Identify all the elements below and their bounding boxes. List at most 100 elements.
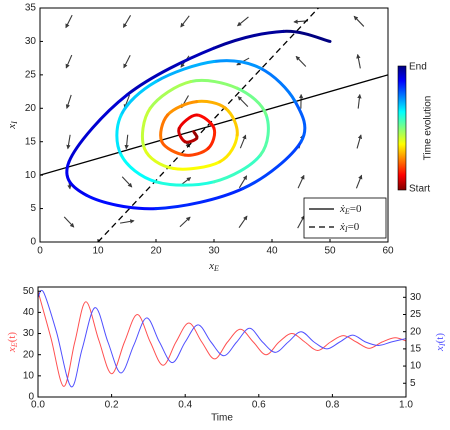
trajectory-segment <box>119 153 158 184</box>
legend-box <box>303 197 387 239</box>
label-sub: E <box>213 264 219 273</box>
trajectory-segment <box>212 29 286 50</box>
label-sub: E <box>10 342 19 348</box>
x-tick-label: 0 <box>37 246 43 257</box>
quiver-arrow <box>121 176 133 188</box>
trajectory-segment <box>171 160 222 171</box>
trajectory-segment <box>212 153 262 184</box>
quiver-arrow <box>236 16 249 27</box>
quiver-arrow <box>63 216 75 228</box>
colorbar <box>397 65 407 191</box>
trajectory-segment <box>224 106 239 137</box>
axis-label: ẋI=0 <box>339 221 360 234</box>
trajectory-segment <box>125 46 216 97</box>
trajectory-segment <box>160 140 187 157</box>
quiver-arrow <box>238 215 248 229</box>
trajectory-segment <box>154 180 216 187</box>
y2-tick-label: 30 <box>410 292 422 303</box>
x-tick-label: 30 <box>208 246 220 257</box>
trajectory-segment <box>192 130 199 140</box>
y2-tick-label: 25 <box>410 309 422 320</box>
x-tick-label: 1.0 <box>399 400 413 411</box>
y2-tick-label: 5 <box>410 378 416 389</box>
y2-tick-label: 15 <box>410 344 422 355</box>
trajectory-segment <box>159 113 170 144</box>
trajectory-segment <box>154 59 216 84</box>
label-sub: I <box>438 343 447 347</box>
label-sub: E <box>344 207 350 216</box>
quiver-arrow <box>123 55 131 69</box>
trajectory-segment <box>195 113 216 130</box>
label-main: x <box>6 124 18 130</box>
x-tick-label: 20 <box>150 246 162 257</box>
trajectory-segment <box>293 100 307 144</box>
y-tick-label: 35 <box>25 3 37 14</box>
trajectory-segment <box>84 193 158 211</box>
y-tick-label: 10 <box>23 370 35 381</box>
quiver-arrow <box>355 174 363 189</box>
series-line <box>37 291 407 387</box>
y-tick-label: 30 <box>23 328 35 339</box>
quiver-arrow <box>180 15 190 28</box>
label-suffix: (t) <box>6 332 18 343</box>
label-suffix: =0 <box>350 203 362 215</box>
quiver-arrow <box>297 215 305 229</box>
y-tick-label: 50 <box>23 286 35 297</box>
axis-label: xI(t) <box>434 333 447 352</box>
colorbar-title: Time evolution <box>423 96 434 161</box>
quiver-arrow <box>66 134 71 150</box>
x-tick-label: 0.2 <box>105 400 119 411</box>
nullcline <box>97 8 319 242</box>
trajectory-segment <box>258 66 297 104</box>
quiver-arrow <box>353 15 365 27</box>
quiver-arrow <box>122 15 132 29</box>
series-line <box>37 289 407 388</box>
x-tick-label: 50 <box>324 246 336 257</box>
x-tick-label: 10 <box>92 246 104 257</box>
y-tick-label: 0 <box>28 392 34 403</box>
y-tick-label: 15 <box>25 136 37 147</box>
x-axis-label: Time <box>211 413 233 424</box>
trajectory-segment <box>154 187 245 211</box>
label-main: ẋ <box>339 203 345 215</box>
quiver-arrow <box>356 134 363 149</box>
trajectory-segment <box>189 78 239 90</box>
y-tick-label: 40 <box>23 307 35 318</box>
trajectory-segment <box>212 59 262 70</box>
quiver-arrow <box>238 175 248 189</box>
quiver-arrow <box>65 54 73 69</box>
trajectory-segment <box>119 80 158 117</box>
y-tick-label: 5 <box>30 203 36 214</box>
x-tick-label: 0.8 <box>325 400 339 411</box>
label-suffix: (t) <box>434 333 446 344</box>
label-main: x <box>434 346 446 352</box>
x-tick-label: 0.0 <box>31 400 45 411</box>
x-tick-label: 0.6 <box>252 400 266 411</box>
colorbar-start: Start <box>409 184 430 195</box>
trajectory-segment <box>258 113 270 157</box>
axis-label: xI <box>6 121 19 130</box>
label-main: ẋ <box>339 221 345 233</box>
axes-frame <box>37 286 407 398</box>
y-tick-label: 0 <box>30 237 36 248</box>
trajectory-segment <box>241 140 303 191</box>
quiver-arrow <box>297 174 305 189</box>
trajectory-segment <box>166 100 199 117</box>
label-sub: I <box>10 121 19 125</box>
trajectory-segment <box>115 113 123 157</box>
trajectory-segment <box>183 146 210 157</box>
label-sub: I <box>344 225 348 234</box>
quiver-arrow <box>124 134 129 150</box>
quiver-arrow <box>356 53 361 69</box>
trajectory-segment <box>218 133 239 164</box>
colorbar-end: End <box>409 62 427 73</box>
trajectory-segment <box>206 126 217 150</box>
quiver-arrow <box>179 216 191 228</box>
axis-label: xE <box>208 260 219 273</box>
label-suffix: =0 <box>348 221 360 233</box>
quiver-arrow <box>120 219 135 224</box>
quiver-arrow <box>295 55 307 67</box>
x-tick-label: 40 <box>266 246 278 257</box>
axis-label: xE(t) <box>6 332 19 354</box>
trajectory-segment <box>65 160 88 197</box>
